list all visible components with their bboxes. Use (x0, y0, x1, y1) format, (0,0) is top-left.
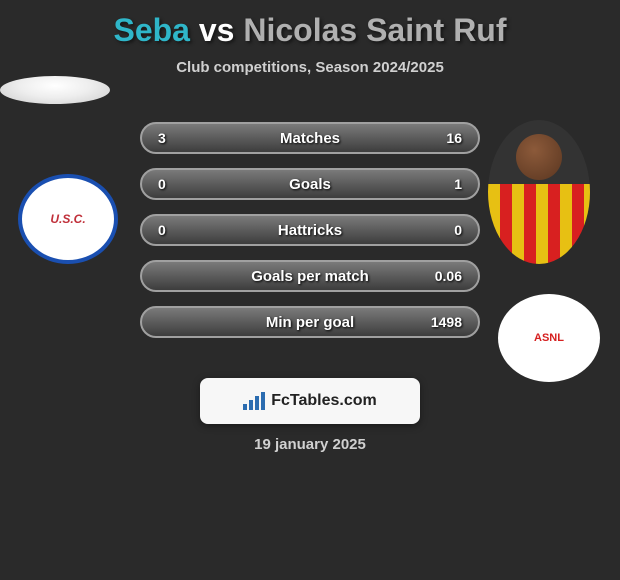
player2-photo (488, 120, 590, 264)
subtitle: Club competitions, Season 2024/2025 (0, 59, 620, 76)
player1-photo-placeholder (0, 76, 110, 104)
stat-row: Min per goal1498 (140, 306, 480, 338)
stat-row: Goals per match0.06 (140, 260, 480, 292)
stats-table: 3Matches160Goals10Hattricks0Goals per ma… (140, 122, 480, 352)
player2-club-badge: ASNL (498, 294, 600, 382)
stat-value-right: 1 (430, 176, 462, 192)
page-title: Seba vs Nicolas Saint Ruf (0, 0, 620, 49)
chart-icon-bar (261, 392, 265, 410)
chart-icon-bar (249, 400, 253, 410)
chart-icon-bar (255, 396, 259, 410)
title-player1: Seba (113, 12, 189, 48)
stat-value-left: 3 (158, 130, 190, 146)
player1-club-badge: U.S.C. (18, 174, 118, 264)
stat-value-right: 1498 (430, 314, 462, 330)
player2-head (516, 134, 562, 180)
branding-text: FcTables.com (271, 392, 377, 410)
stat-row: 0Goals1 (140, 168, 480, 200)
stat-label: Goals (190, 176, 430, 193)
branding-badge: FcTables.com (200, 378, 420, 424)
player2-shirt (488, 184, 590, 264)
player2-jersey (488, 120, 590, 264)
stat-value-right: 16 (430, 130, 462, 146)
title-player2: Nicolas Saint Ruf (243, 12, 506, 48)
stat-label: Min per goal (190, 314, 430, 331)
chart-icon (243, 392, 265, 410)
stat-value-right: 0 (430, 222, 462, 238)
stat-label: Hattricks (190, 222, 430, 239)
title-vs: vs (199, 12, 235, 48)
stat-label: Matches (190, 130, 430, 147)
stat-row: 3Matches16 (140, 122, 480, 154)
date-text: 19 january 2025 (0, 436, 620, 453)
stat-row: 0Hattricks0 (140, 214, 480, 246)
stat-value-left: 0 (158, 222, 190, 238)
stat-value-left: 0 (158, 176, 190, 192)
chart-icon-bar (243, 404, 247, 410)
stat-label: Goals per match (190, 268, 430, 285)
stat-value-right: 0.06 (430, 268, 462, 284)
